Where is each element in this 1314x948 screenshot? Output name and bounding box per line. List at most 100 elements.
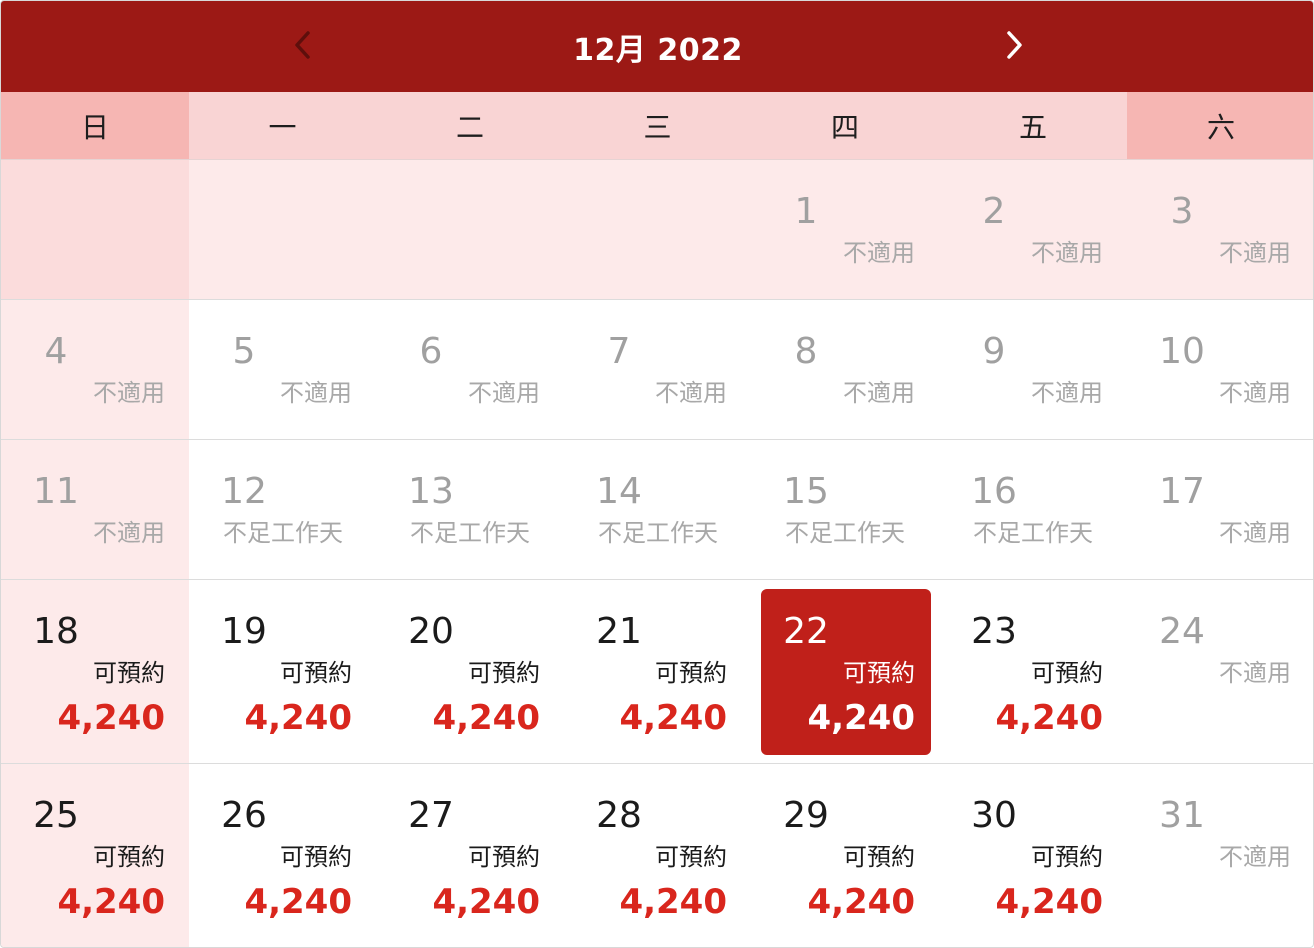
day-status-label: 可預約 bbox=[280, 843, 352, 871]
day-status-label: 可預約 bbox=[93, 843, 165, 871]
week-row: 11 不適用 12 不足工作天 13 不足工作天 14 不足工作天 15 不足工作天 16 不足工作天… bbox=[1, 440, 1313, 580]
day-number: 10 bbox=[1159, 331, 1205, 372]
day-number: 6 bbox=[419, 331, 443, 372]
day-number: 11 bbox=[33, 471, 79, 512]
day-price: 4,240 bbox=[244, 698, 352, 738]
day-price: 4,240 bbox=[57, 882, 165, 922]
day-number: 7 bbox=[607, 331, 631, 372]
day-price: 4,240 bbox=[619, 882, 727, 922]
weekday-label: 五 bbox=[1018, 110, 1047, 144]
day-status-label: 不適用 bbox=[1031, 239, 1103, 267]
empty-day-cell bbox=[1, 160, 189, 299]
day-number: 26 bbox=[221, 795, 267, 836]
day-status-label: 不適用 bbox=[843, 239, 915, 267]
weekday-label: 日 bbox=[1, 92, 189, 159]
day-price: 4,240 bbox=[995, 882, 1103, 922]
day-number: 14 bbox=[596, 471, 642, 512]
day-cell-24: 24 不適用 bbox=[1127, 580, 1313, 763]
day-cell-6: 6 不適用 bbox=[376, 300, 564, 439]
day-number: 25 bbox=[33, 795, 79, 836]
day-status-label: 不適用 bbox=[1219, 659, 1291, 687]
day-price: 4,240 bbox=[432, 882, 540, 922]
day-cell-10: 10 不適用 bbox=[1127, 300, 1313, 439]
day-number: 27 bbox=[408, 795, 454, 836]
day-status-label: 不適用 bbox=[1219, 239, 1291, 267]
weekday-label: 六 bbox=[1127, 92, 1313, 159]
day-number: 5 bbox=[232, 331, 256, 372]
day-cell-12: 12 不足工作天 bbox=[189, 440, 376, 579]
day-number: 29 bbox=[783, 795, 829, 836]
prev-month-button[interactable] bbox=[281, 24, 325, 70]
chevron-left-icon bbox=[292, 30, 314, 64]
day-cell-30[interactable]: 30 可預約 4,240 bbox=[939, 764, 1127, 947]
week-row: 25 可預約 4,240 26 可預約 4,240 27 可預約 4,240 28 可預約 4,240… bbox=[1, 764, 1313, 947]
day-number: 3 bbox=[1170, 191, 1194, 232]
day-cell-27[interactable]: 27 可預約 4,240 bbox=[376, 764, 564, 947]
day-status-label: 可預約 bbox=[1031, 659, 1103, 687]
day-status-label: 不足工作天 bbox=[973, 519, 1093, 547]
day-status-label: 可預約 bbox=[280, 659, 352, 687]
day-cell-21[interactable]: 21 可預約 4,240 bbox=[564, 580, 751, 763]
day-cell-8: 8 不適用 bbox=[751, 300, 939, 439]
day-status-label: 不足工作天 bbox=[223, 519, 343, 547]
day-status-label: 不適用 bbox=[655, 379, 727, 407]
day-cell-3: 3 不適用 bbox=[1127, 160, 1313, 299]
day-cell-19[interactable]: 19 可預約 4,240 bbox=[189, 580, 376, 763]
day-cell-25[interactable]: 25 可預約 4,240 bbox=[1, 764, 189, 947]
day-price: 4,240 bbox=[244, 882, 352, 922]
day-status-label: 不足工作天 bbox=[598, 519, 718, 547]
day-status-label: 不適用 bbox=[1219, 519, 1291, 547]
month-title: 12月 2022 bbox=[573, 32, 743, 68]
calendar-grid: 1 不適用 2 不適用 3 不適用 4 不適用 5 不適用 6 不適用 7 不適用 8 不適用 9 不適用 10 不適… bbox=[1, 160, 1313, 947]
day-cell-9: 9 不適用 bbox=[939, 300, 1127, 439]
day-cell-26[interactable]: 26 可預約 4,240 bbox=[189, 764, 376, 947]
day-cell-2: 2 不適用 bbox=[939, 160, 1127, 299]
day-price: 4,240 bbox=[432, 698, 540, 738]
weekday-header-row: 日一二三四五六 bbox=[1, 92, 1313, 160]
day-number: 23 bbox=[971, 611, 1017, 652]
day-number: 4 bbox=[44, 331, 68, 372]
day-status-label: 可預約 bbox=[655, 659, 727, 687]
chevron-right-icon bbox=[1003, 30, 1025, 64]
day-number: 24 bbox=[1159, 611, 1205, 652]
day-cell-13: 13 不足工作天 bbox=[376, 440, 564, 579]
day-cell-16: 16 不足工作天 bbox=[939, 440, 1127, 579]
weekday-label: 四 bbox=[830, 110, 859, 144]
day-cell-28[interactable]: 28 可預約 4,240 bbox=[564, 764, 751, 947]
day-cell-22[interactable]: 22 可預約 4,240 bbox=[751, 580, 939, 763]
day-number: 2 bbox=[982, 191, 1006, 232]
day-status-label: 不適用 bbox=[93, 379, 165, 407]
day-status-label: 可預約 bbox=[843, 659, 915, 687]
next-month-button[interactable] bbox=[992, 24, 1036, 70]
day-number: 21 bbox=[596, 611, 642, 652]
day-cell-5: 5 不適用 bbox=[189, 300, 376, 439]
week-row: 4 不適用 5 不適用 6 不適用 7 不適用 8 不適用 9 不適用 10 不適用 bbox=[1, 300, 1313, 440]
weekday-label: 二 bbox=[455, 110, 484, 144]
day-cell-1: 1 不適用 bbox=[751, 160, 939, 299]
day-status-label: 可預約 bbox=[843, 843, 915, 871]
day-status-label: 可預約 bbox=[468, 659, 540, 687]
day-status-label: 不適用 bbox=[280, 379, 352, 407]
day-cell-17: 17 不適用 bbox=[1127, 440, 1313, 579]
day-cell-29[interactable]: 29 可預約 4,240 bbox=[751, 764, 939, 947]
day-status-label: 不足工作天 bbox=[410, 519, 530, 547]
day-number: 16 bbox=[971, 471, 1017, 512]
day-status-label: 不足工作天 bbox=[785, 519, 905, 547]
day-status-label: 不適用 bbox=[468, 379, 540, 407]
day-cell-15: 15 不足工作天 bbox=[751, 440, 939, 579]
day-number: 12 bbox=[221, 471, 267, 512]
day-cell-18[interactable]: 18 可預約 4,240 bbox=[1, 580, 189, 763]
empty-day-cell bbox=[564, 160, 751, 299]
day-price: 4,240 bbox=[807, 698, 915, 738]
week-row: 18 可預約 4,240 19 可預約 4,240 20 可預約 4,240 21 可預約 4,240… bbox=[1, 580, 1313, 764]
day-number: 17 bbox=[1159, 471, 1205, 512]
day-status-label: 不適用 bbox=[1031, 379, 1103, 407]
day-number: 15 bbox=[783, 471, 829, 512]
day-cell-23[interactable]: 23 可預約 4,240 bbox=[939, 580, 1127, 763]
day-cell-20[interactable]: 20 可預約 4,240 bbox=[376, 580, 564, 763]
day-status-label: 不適用 bbox=[93, 519, 165, 547]
day-status-label: 可預約 bbox=[468, 843, 540, 871]
day-status-label: 不適用 bbox=[1219, 379, 1291, 407]
empty-day-cell bbox=[189, 160, 376, 299]
